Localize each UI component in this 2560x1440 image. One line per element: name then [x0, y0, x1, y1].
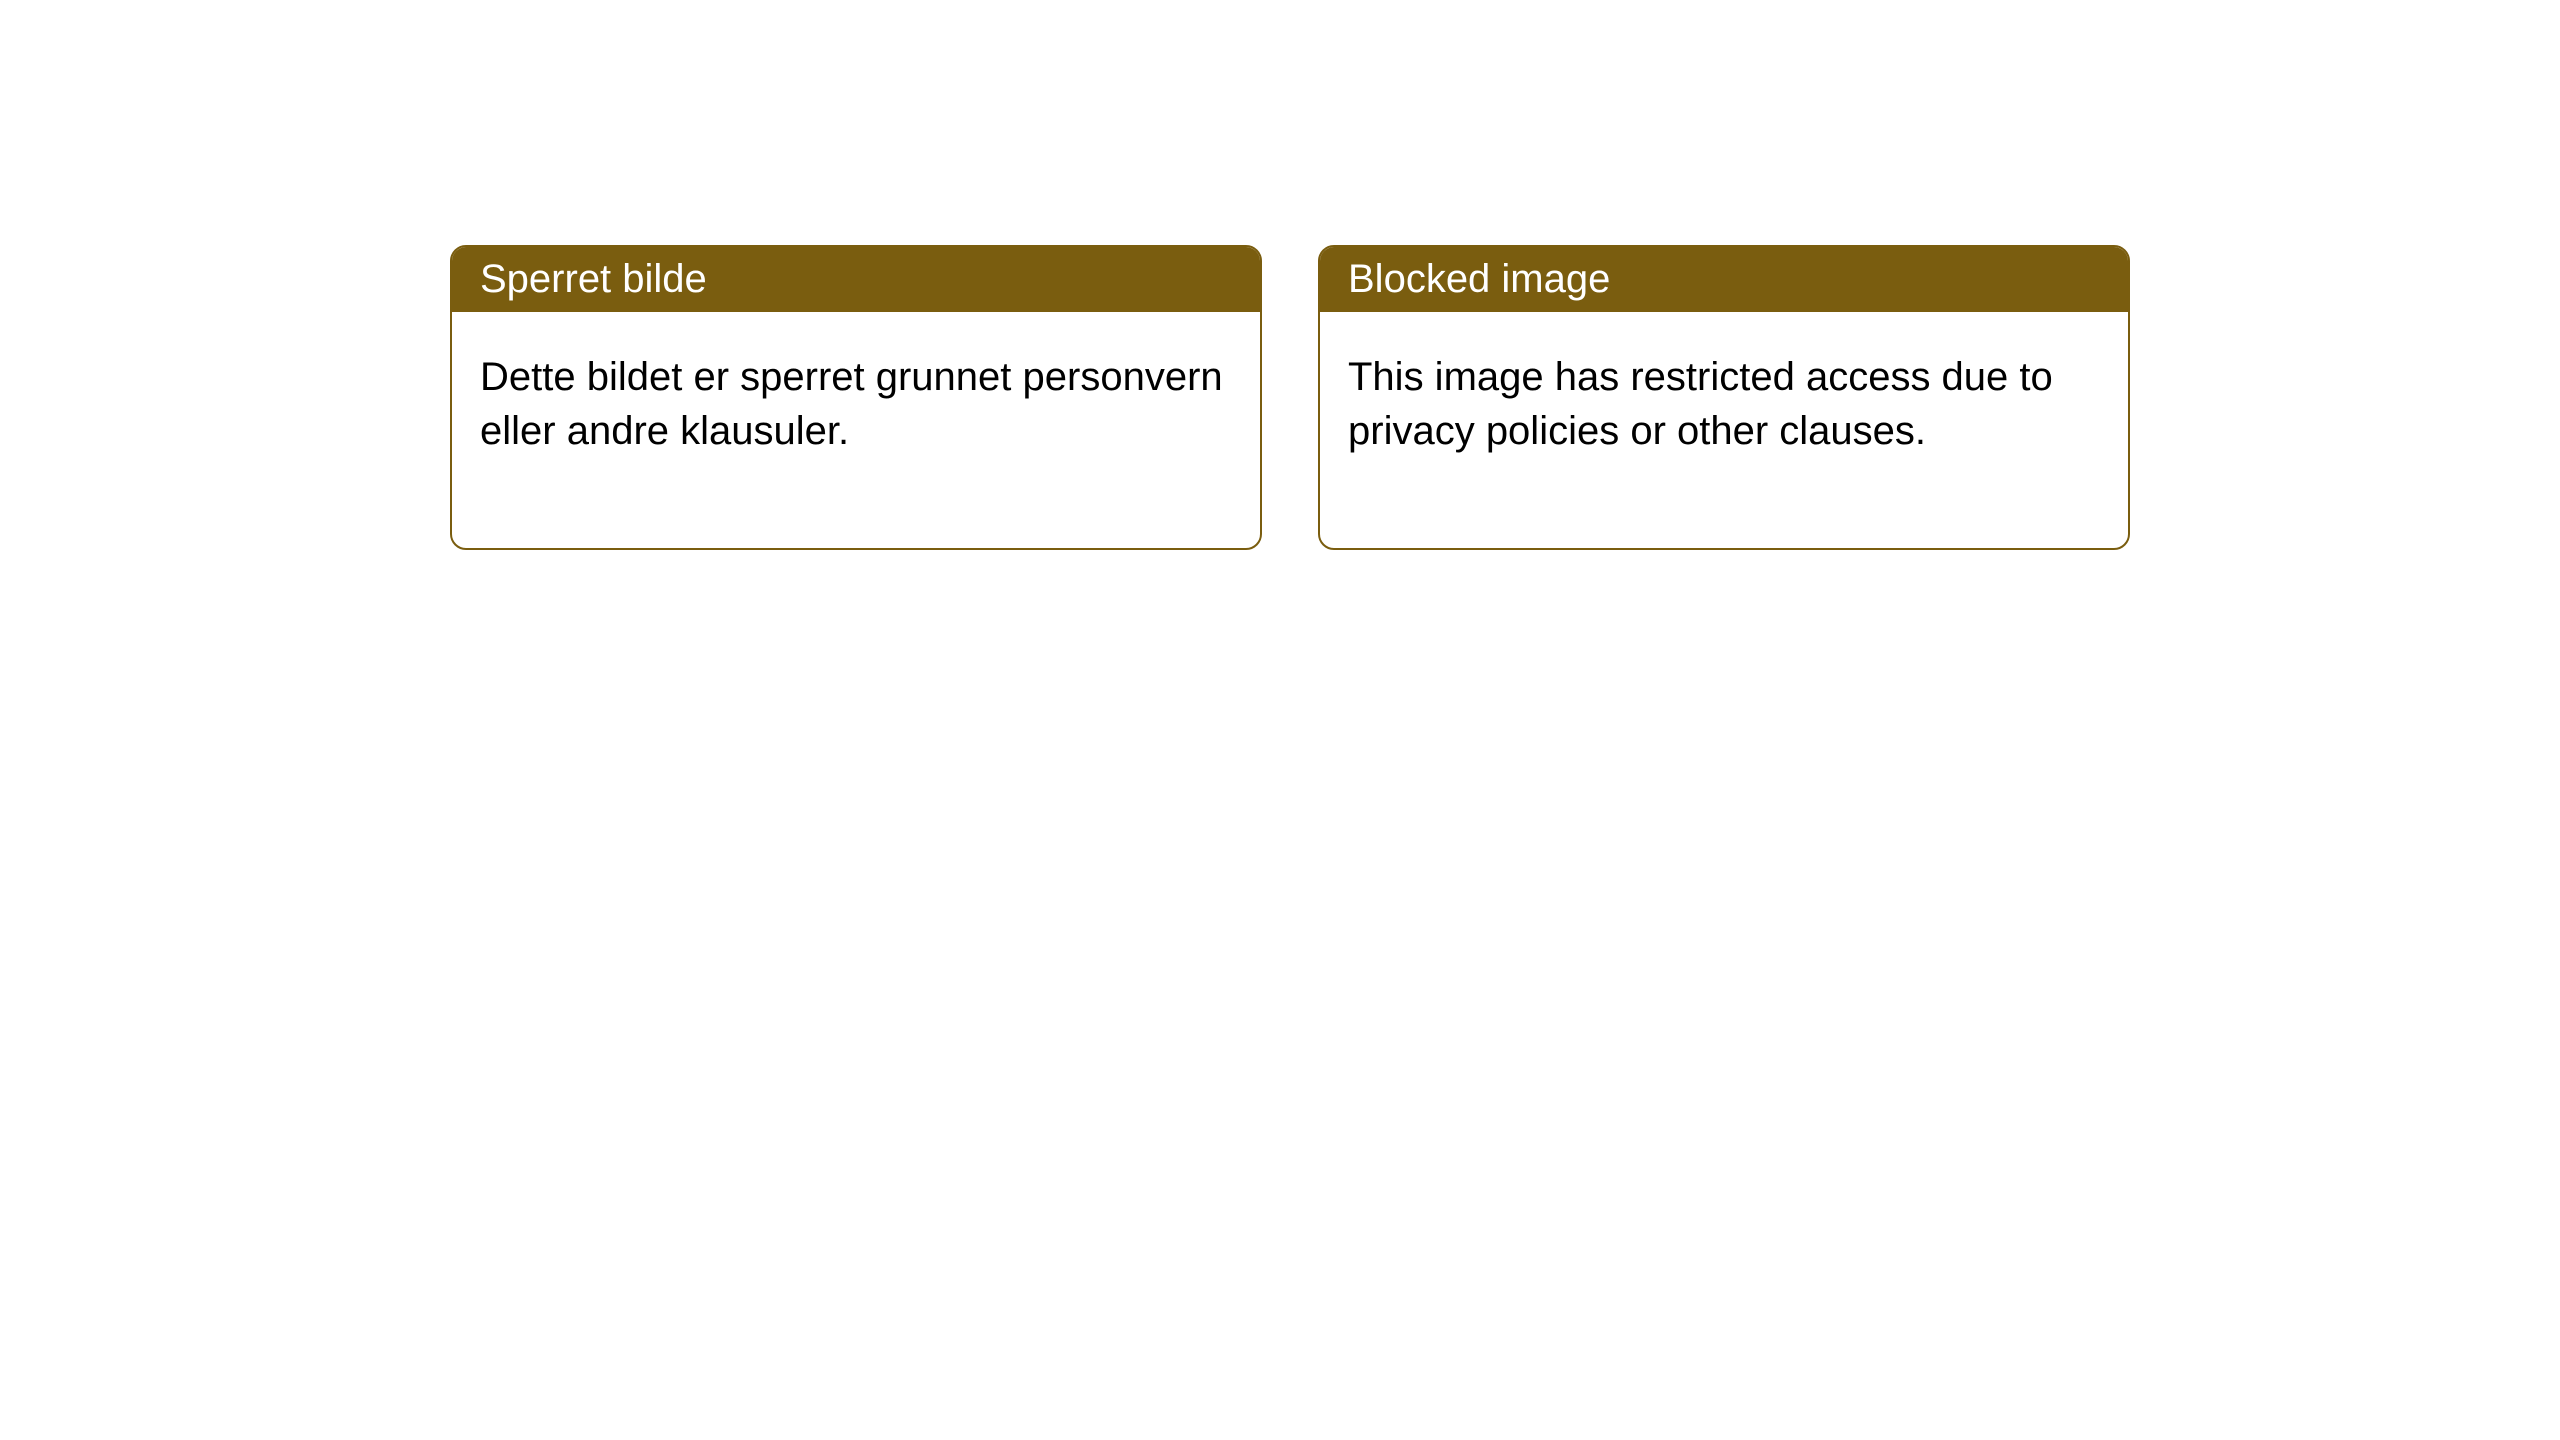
- notice-container: Sperret bilde Dette bildet er sperret gr…: [0, 0, 2560, 550]
- notice-header-norwegian: Sperret bilde: [452, 247, 1260, 312]
- notice-body-norwegian: Dette bildet er sperret grunnet personve…: [452, 312, 1260, 548]
- notice-card-english: Blocked image This image has restricted …: [1318, 245, 2130, 550]
- notice-card-norwegian: Sperret bilde Dette bildet er sperret gr…: [450, 245, 1262, 550]
- notice-header-english: Blocked image: [1320, 247, 2128, 312]
- notice-body-english: This image has restricted access due to …: [1320, 312, 2128, 548]
